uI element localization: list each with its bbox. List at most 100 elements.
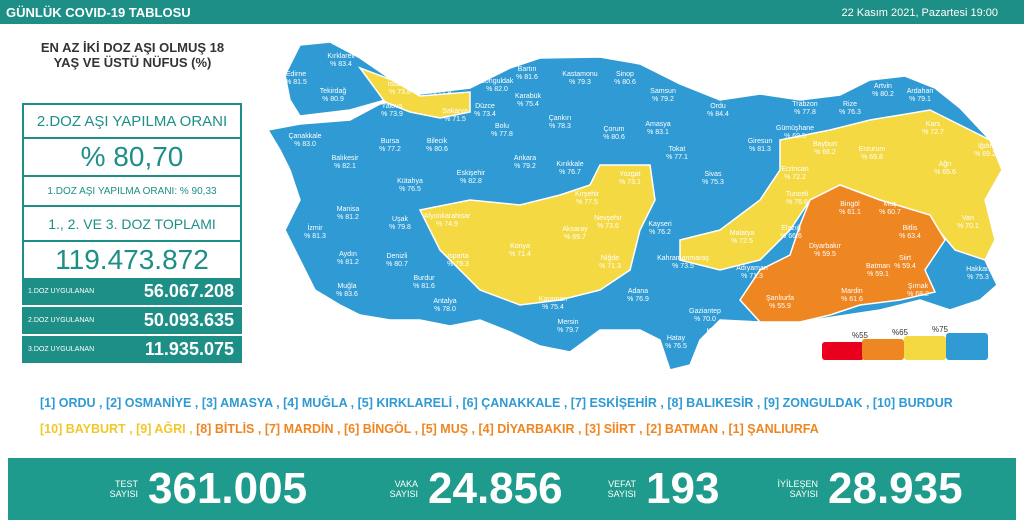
- dose-row-label: 3.DOZ UYGULANAN: [28, 346, 95, 353]
- province-rate: % 71.4: [509, 251, 531, 258]
- stat-value: 24.856: [428, 464, 563, 513]
- province-name: Kastamonu: [562, 71, 598, 78]
- province-rate: % 79.2: [652, 96, 674, 103]
- stats-bar: TEST SAYISI 361.005 VAKA SAYISI 24.856 VEFAT…: [8, 458, 1016, 520]
- province-rate: % 70.1: [957, 223, 979, 230]
- stat-value: 361.005: [148, 464, 308, 513]
- province-name: Tunceli: [786, 191, 809, 198]
- province-rate: % 81.2: [337, 259, 359, 266]
- province-name: Kars: [926, 121, 941, 128]
- province-rate: % 77.2: [379, 146, 401, 153]
- province-name: Şanlıurfa: [766, 295, 794, 302]
- province-rate: % 81.5: [285, 79, 307, 86]
- province-rate: % 72.5: [731, 238, 753, 245]
- province-name: Van: [962, 215, 974, 222]
- province-name: Tekirdağ: [320, 88, 347, 95]
- province-name: Mersin: [557, 319, 578, 326]
- province-name: Isparta: [447, 253, 469, 260]
- province-rate: % 70.0: [694, 316, 716, 323]
- zone-yellow: [418, 164, 656, 306]
- province-rate: % 79.2: [514, 163, 536, 170]
- province-rate: % 71.3: [741, 273, 763, 280]
- province-name: Ordu: [710, 103, 726, 110]
- province-name: Aydın: [339, 251, 357, 258]
- dose-row-label: 2.DOZ UYGULANAN: [28, 317, 95, 324]
- province-rate: % 72.7: [922, 129, 944, 136]
- province-rate: % 59.1: [867, 271, 889, 278]
- province-name: Iğdır: [978, 143, 993, 150]
- province-name: Kırıkkale: [556, 161, 583, 168]
- stat-label: İYİLEŞEN SAYISI: [777, 479, 818, 499]
- province-rate: % 75.3: [702, 179, 724, 186]
- province-name: Karaman: [539, 296, 568, 303]
- province-rate: % 77.8: [794, 109, 816, 116]
- bottom-orange: [8] BİTLİS , [7] MARDİN , [6] BİNGÖL , […: [196, 422, 819, 436]
- province-rate: % 83.4: [330, 61, 352, 68]
- province-name: İzmir: [307, 223, 323, 232]
- province-name: Bolu: [495, 123, 509, 130]
- province-name: Hatay: [667, 335, 686, 342]
- province-rate: % 79.3: [447, 261, 469, 268]
- province-rate: % 69.8: [861, 154, 883, 161]
- dose-row-value: 11.935.075: [144, 339, 234, 359]
- province-rate: % 83.0: [294, 141, 316, 148]
- province-name: Erzincan: [781, 166, 808, 173]
- province-name: Bingöl: [840, 201, 860, 208]
- stat: VAKA SAYISI 24.856: [368, 458, 563, 520]
- province-name: Muş: [883, 201, 897, 208]
- province-rate: % 79.3: [569, 79, 591, 86]
- province-rate: % 81.3: [304, 233, 326, 240]
- province-name: Siirt: [899, 255, 911, 262]
- province-rate: % 80.7: [386, 261, 408, 268]
- legend-swatch: [904, 336, 946, 360]
- province-rate: % 81.3: [749, 146, 771, 153]
- province-name: Samsun: [650, 88, 676, 95]
- province-rate: % 61.6: [841, 296, 863, 303]
- legend-label: %75: [932, 325, 949, 334]
- province-rate: % 74.9: [436, 221, 458, 228]
- province-rate: % 77.4: [430, 89, 452, 96]
- province-name: Hakkari: [966, 266, 990, 273]
- province-name: Manisa: [337, 206, 360, 213]
- province-name: Tokat: [669, 146, 686, 153]
- province-rate: % 82.1: [334, 163, 356, 170]
- legend-swatch: [946, 333, 988, 360]
- province-name: Kocaeli: [430, 81, 453, 88]
- province-rate: % 80.6: [426, 146, 448, 153]
- stat-label: TEST SAYISI: [109, 479, 138, 499]
- total-value: 119.473.872: [22, 240, 242, 280]
- province-name: Malatya: [730, 230, 755, 237]
- province-name: Bilecik: [427, 138, 448, 145]
- province-rate: % 77.0: [702, 336, 724, 343]
- province-name: Kahramanmaraş: [657, 255, 709, 262]
- province-rate: % 59.5: [814, 251, 836, 258]
- province-name: Aksaray: [562, 226, 588, 233]
- province-name: Diyarbakır: [809, 243, 842, 250]
- bottom-ranking: [10] BAYBURT , [9] AĞRI , [8] BİTLİS , […: [40, 422, 819, 436]
- province-name: Ardahan: [907, 88, 934, 95]
- province-name: Konya: [510, 243, 530, 250]
- province-rate: % 76.2: [649, 229, 671, 236]
- header: GÜNLÜK COVID-19 TABLOSU 22 Kasım 2021, P…: [0, 0, 1024, 24]
- province-rate: % 81.6: [413, 283, 435, 290]
- province-name: Batman: [866, 263, 890, 270]
- province-rate: % 76.6: [786, 199, 808, 206]
- province-rate: % 77.8: [491, 131, 513, 138]
- province-rate: % 77.5: [576, 199, 598, 206]
- province-rate: % 83.6: [336, 291, 358, 298]
- province-name: Düzce: [475, 103, 495, 110]
- province-rate: % 69.7: [564, 234, 586, 241]
- province-name: İstanbul: [388, 79, 413, 88]
- dose-row: 2.DOZ UYGULANAN 50.093.635: [22, 307, 242, 335]
- province-rate: % 66.2: [814, 149, 836, 156]
- province-name: Niğde: [601, 255, 619, 262]
- dose-row-value: 56.067.208: [143, 281, 234, 301]
- province-name: Adıyaman: [736, 265, 768, 272]
- province-rate: % 79.8: [389, 224, 411, 231]
- panel-heading: EN AZ İKİ DOZ AŞI OLMUŞ 18 YAŞ VE ÜSTÜ N…: [40, 40, 225, 70]
- province-rate: % 72.2: [784, 174, 806, 181]
- province-name: Kırklareli: [327, 53, 355, 60]
- province-name: Sivas: [704, 171, 722, 178]
